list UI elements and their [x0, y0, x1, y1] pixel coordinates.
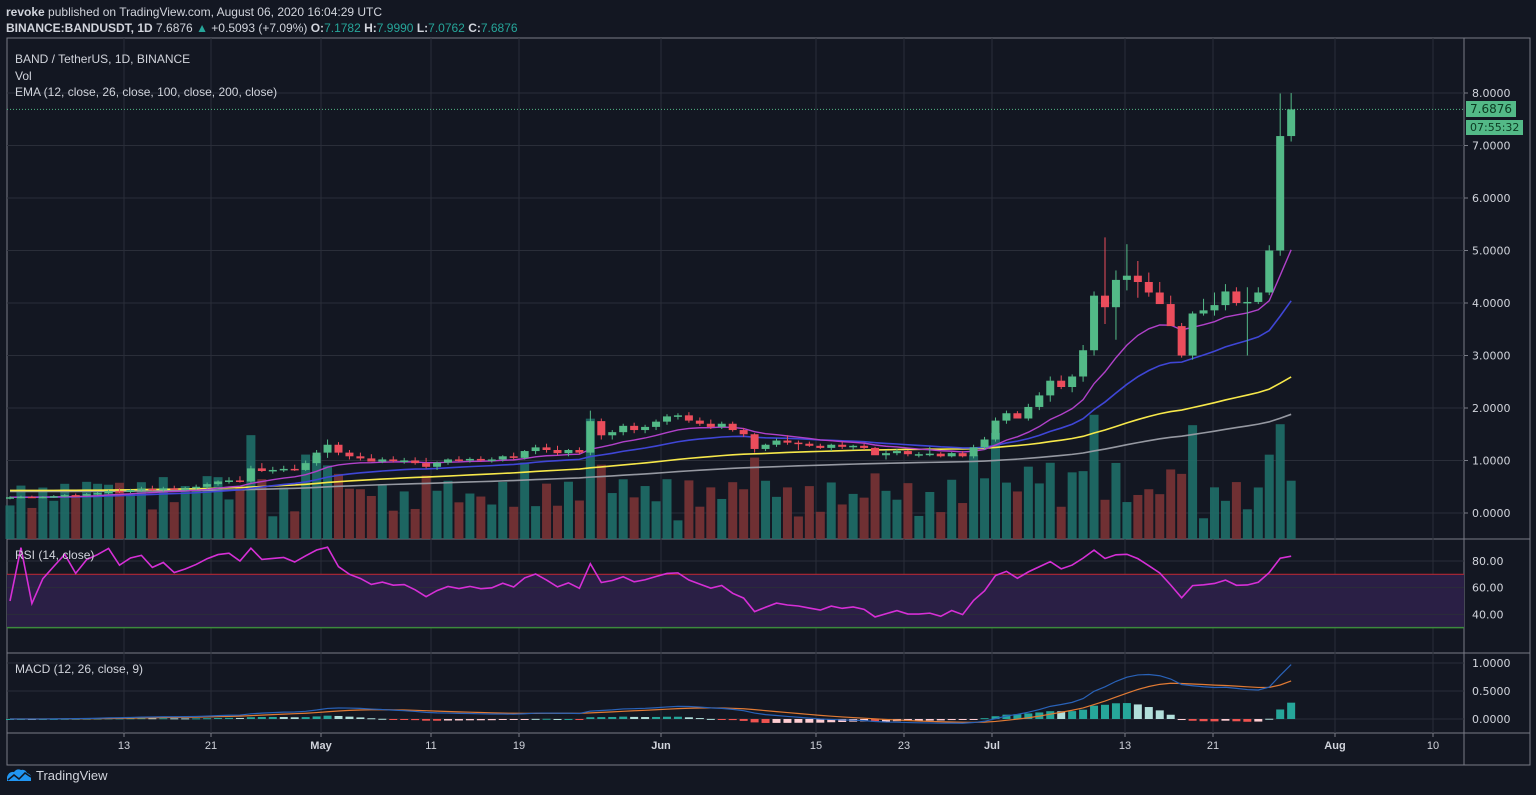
svg-text:23: 23	[898, 740, 910, 752]
low-label: L:	[416, 21, 429, 35]
svg-text:15: 15	[810, 740, 822, 752]
svg-text:1.0000: 1.0000	[1472, 657, 1511, 670]
svg-text:4.0000: 4.0000	[1472, 297, 1511, 310]
triangle-up-icon: ▲	[196, 21, 208, 35]
svg-text:7.0000: 7.0000	[1472, 140, 1511, 153]
svg-text:May: May	[310, 740, 332, 752]
svg-text:0.5000: 0.5000	[1472, 685, 1511, 698]
symbol-label: BINANCE:BANDUSDT, 1D	[6, 21, 153, 35]
open-label: O:	[310, 21, 325, 35]
author-name[interactable]: revoke	[6, 5, 45, 19]
svg-text:8.0000: 8.0000	[1472, 87, 1511, 100]
svg-text:Jul: Jul	[984, 740, 1000, 752]
svg-text:80.00: 80.00	[1472, 555, 1504, 568]
rsi-legend[interactable]: RSI (14, close)	[15, 548, 95, 562]
ema-legend[interactable]: EMA (12, close, 26, close, 100, close, 2…	[15, 85, 278, 99]
svg-text:19: 19	[513, 740, 525, 752]
svg-text:40.00: 40.00	[1472, 608, 1504, 621]
svg-text:21: 21	[1207, 740, 1219, 752]
close-value: 7.6876	[480, 21, 518, 35]
svg-text:0.0000: 0.0000	[1472, 507, 1511, 520]
svg-text:60.00: 60.00	[1472, 582, 1504, 595]
svg-text:13: 13	[1119, 740, 1131, 752]
footer-brand[interactable]: TradingView	[6, 767, 108, 783]
high-label: H:	[364, 21, 377, 35]
svg-text:3.0000: 3.0000	[1472, 350, 1511, 363]
bar-countdown-tag: 07:55:32	[1466, 120, 1524, 135]
open-value: 7.1782	[324, 21, 361, 35]
svg-text:11: 11	[425, 740, 436, 752]
last-price-tag: 7.6876	[1466, 101, 1516, 117]
publish-info: revoke published on TradingView.com, Aug…	[6, 5, 382, 19]
svg-text:6.0000: 6.0000	[1472, 192, 1511, 205]
symbol-info: BINANCE:BANDUSDT, 1D 7.6876 ▲ +0.5093 (+…	[6, 21, 518, 35]
price-change: +0.5093 (+7.09%)	[211, 21, 308, 35]
high-value: 7.9990	[376, 21, 414, 35]
last-price: 7.6876	[156, 21, 193, 35]
svg-text:0.0000: 0.0000	[1472, 713, 1511, 726]
brand-name: TradingView	[36, 767, 108, 783]
svg-text:5.0000: 5.0000	[1472, 245, 1511, 258]
svg-text:10: 10	[1427, 740, 1439, 752]
svg-text:Aug: Aug	[1324, 740, 1345, 752]
publish-text: published on TradingView.com, August 06,…	[48, 5, 383, 19]
close-label: C:	[468, 21, 481, 35]
macd-legend[interactable]: MACD (12, 26, close, 9)	[15, 662, 144, 676]
svg-text:13: 13	[118, 740, 130, 752]
svg-text:1.0000: 1.0000	[1472, 455, 1511, 468]
main-series-legend[interactable]: BAND / TetherUS, 1D, BINANCE	[15, 52, 191, 66]
svg-text:Jun: Jun	[651, 740, 671, 752]
svg-text:2.0000: 2.0000	[1472, 402, 1511, 415]
svg-text:21: 21	[205, 740, 217, 752]
low-value: 7.0762	[428, 21, 465, 35]
volume-legend[interactable]: Vol	[15, 69, 32, 83]
tradingview-logo-icon	[7, 769, 32, 781]
